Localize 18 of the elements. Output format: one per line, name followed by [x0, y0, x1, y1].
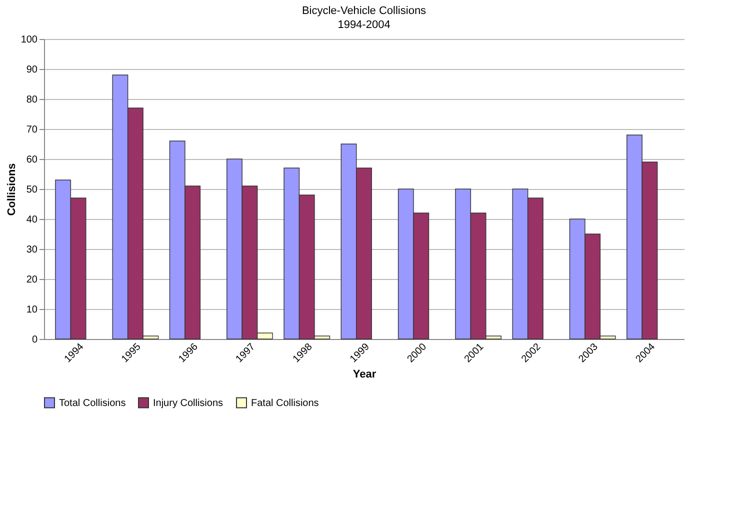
x-axis-title: Year	[352, 368, 377, 380]
y-axis-title: Collisions	[6, 163, 18, 216]
legend-label: Injury Collisions	[153, 398, 224, 409]
chart-subtitle: 1994-2004	[338, 19, 390, 31]
y-tick-label: 90	[26, 64, 38, 76]
y-tick-label: 70	[26, 124, 38, 136]
chart-title: Bicycle-Vehicle Collisions	[302, 5, 427, 17]
y-tick-label: 10	[26, 304, 38, 316]
y-tick-label: 30	[26, 244, 38, 256]
y-tick-label: 60	[26, 154, 38, 166]
y-tick-label: 20	[26, 274, 38, 286]
y-tick-label: 80	[26, 94, 38, 106]
y-tick-label: 50	[26, 184, 38, 196]
legend-label: Total Collisions	[59, 398, 126, 409]
legend-label: Fatal Collisions	[251, 398, 319, 409]
y-tick-label: 40	[26, 214, 38, 226]
y-tick-label: 100	[20, 34, 38, 46]
y-tick-label: 0	[32, 334, 38, 346]
